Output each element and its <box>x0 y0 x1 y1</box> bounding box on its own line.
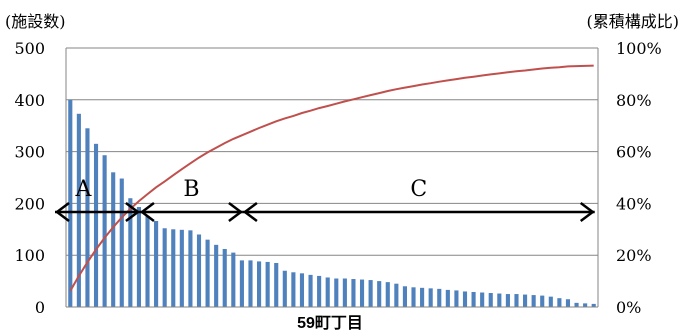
bar <box>591 303 596 307</box>
bar <box>179 229 184 307</box>
bar <box>574 302 579 307</box>
bar <box>480 292 485 307</box>
bar <box>411 287 416 307</box>
bar <box>282 270 287 307</box>
bar <box>342 278 347 307</box>
bar <box>93 143 99 307</box>
bar-series <box>68 99 596 307</box>
bar <box>368 280 373 307</box>
annotation-arrowhead-left <box>54 202 70 222</box>
bar <box>265 261 270 307</box>
bar <box>471 291 476 307</box>
left-axis-title: (施設数) <box>5 12 66 31</box>
bar <box>196 234 202 307</box>
right-tick-label: 20% <box>616 246 652 265</box>
bar <box>239 260 244 307</box>
bar <box>462 291 468 307</box>
bar <box>514 294 519 307</box>
bar <box>557 298 562 307</box>
bar <box>497 293 502 307</box>
bar <box>171 229 176 307</box>
axes <box>65 48 599 308</box>
bar <box>274 262 279 307</box>
abc-annotations: A B C <box>54 177 595 222</box>
bar <box>257 261 262 307</box>
left-tick-label: 100 <box>14 246 45 265</box>
bar <box>85 128 90 307</box>
bar <box>325 277 330 307</box>
cumulative-line <box>69 64 594 292</box>
left-tick-label: 300 <box>14 143 45 162</box>
annotation-label: C <box>410 177 427 202</box>
bar <box>377 281 382 307</box>
bar <box>102 155 107 307</box>
bar <box>540 295 545 307</box>
tick-labels: 0 0% 100 20% 200 40% 300 60% 400 80% 500 100% <box>14 39 661 317</box>
bar <box>248 260 253 307</box>
bar <box>111 172 116 307</box>
bar <box>68 99 73 307</box>
bar <box>231 252 236 307</box>
annotation-label: B <box>183 177 199 202</box>
bar <box>454 290 459 307</box>
bar <box>402 286 407 307</box>
annotation-arrowhead-right <box>579 202 595 222</box>
bar <box>334 278 339 307</box>
x-axis-label: 59町丁目 <box>297 314 363 332</box>
bar <box>351 279 356 307</box>
bar <box>317 275 322 307</box>
left-tick-label: 200 <box>14 194 45 213</box>
bar <box>76 113 81 307</box>
bar <box>488 293 493 307</box>
bar <box>145 215 150 307</box>
bar <box>299 273 305 307</box>
right-tick-label: 100% <box>616 39 662 58</box>
gridlines <box>66 47 598 256</box>
bar <box>437 288 442 307</box>
left-tick-label: 400 <box>14 91 45 110</box>
bar <box>531 295 536 307</box>
bar <box>385 282 390 307</box>
bar <box>523 294 528 307</box>
bar <box>214 244 219 307</box>
annotation-arrowhead-right <box>125 202 141 222</box>
bar <box>565 299 571 307</box>
bar <box>308 274 313 307</box>
left-tick-label: 500 <box>14 39 45 58</box>
annotation-arrowhead-left <box>139 202 155 222</box>
bar <box>428 288 433 307</box>
bar <box>136 207 141 307</box>
bar <box>162 228 167 307</box>
bar <box>205 239 210 307</box>
bar <box>359 279 365 307</box>
right-tick-label: 80% <box>616 91 652 110</box>
bar <box>445 289 450 307</box>
bar <box>394 283 399 307</box>
cumulative-line-series <box>69 64 594 292</box>
right-axis-title: (累積構成比) <box>587 12 680 31</box>
bar <box>154 221 159 307</box>
bar <box>583 303 588 307</box>
right-tick-label: 0% <box>616 298 641 317</box>
annotation-label: A <box>75 177 93 202</box>
bar <box>291 272 296 307</box>
left-tick-label: 0 <box>35 298 45 317</box>
bar <box>188 230 193 307</box>
annotation-arrowhead-left <box>242 202 258 222</box>
bar <box>222 248 227 307</box>
annotation-arrowhead-right <box>228 202 243 222</box>
bar <box>128 198 133 307</box>
bar <box>548 296 553 307</box>
bar <box>505 294 510 307</box>
bar <box>119 178 124 307</box>
right-tick-label: 60% <box>616 143 652 162</box>
bar <box>420 287 425 307</box>
right-tick-label: 40% <box>616 194 652 213</box>
